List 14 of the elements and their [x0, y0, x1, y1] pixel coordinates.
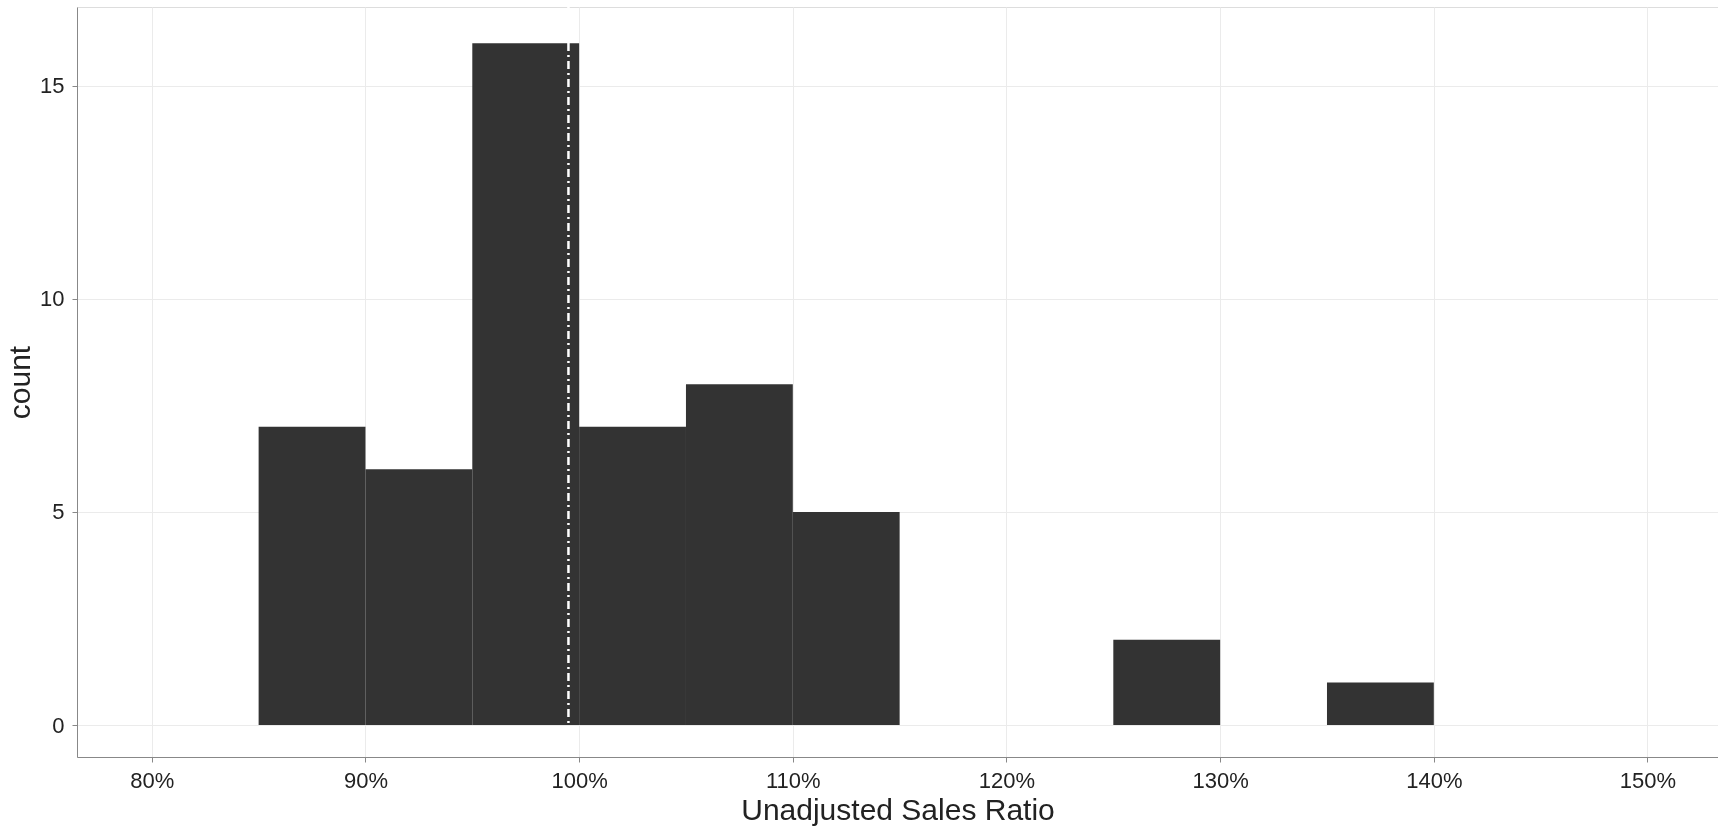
y-axis-title: count	[3, 345, 37, 420]
y-tick-label: 15	[40, 73, 65, 99]
x-tick-label: 100%	[551, 767, 608, 793]
x-tick-label: 110%	[765, 767, 821, 793]
y-tick-label: 5	[52, 499, 65, 525]
x-axis-title: Unadjusted Sales Ratio	[741, 792, 1055, 826]
x-tick-label: 80%	[130, 767, 175, 793]
x-tick-label: 90%	[343, 767, 388, 793]
y-tick-label: 10	[40, 286, 65, 312]
x-tick-label: 150%	[1619, 767, 1677, 793]
x-tick-label: 140%	[1406, 767, 1463, 793]
x-tick-label: 130%	[1192, 767, 1249, 793]
x-tick-label: 120%	[978, 767, 1036, 793]
y-tick-label: 0	[52, 712, 65, 738]
